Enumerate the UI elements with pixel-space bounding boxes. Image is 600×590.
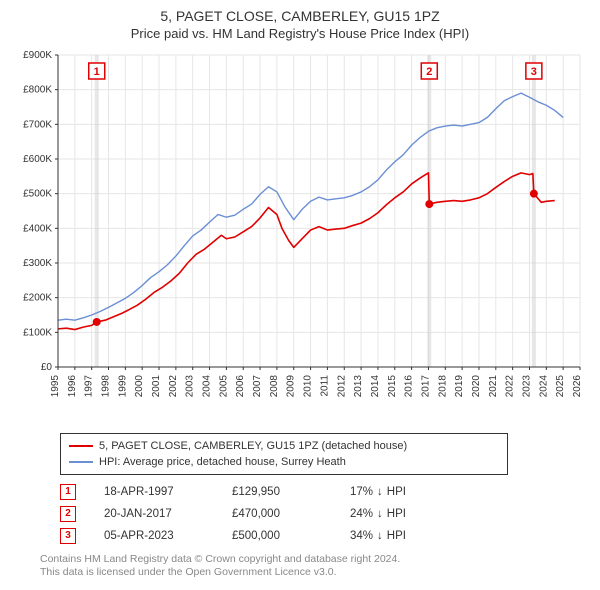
- sale-row: 2 20-JAN-2017 £470,000 24%↓HPI: [60, 503, 560, 525]
- svg-text:2015: 2015: [387, 375, 398, 398]
- chart-title: 5, PAGET CLOSE, CAMBERLEY, GU15 1PZ: [10, 8, 590, 24]
- svg-text:2002: 2002: [168, 375, 179, 398]
- svg-text:£200K: £200K: [23, 293, 52, 304]
- sale-row: 1 18-APR-1997 £129,950 17%↓HPI: [60, 481, 560, 503]
- sale-marker-icon: 1: [60, 484, 76, 500]
- svg-text:£500K: £500K: [23, 189, 52, 200]
- sale-price: £500,000: [232, 525, 322, 547]
- sale-row: 3 05-APR-2023 £500,000 34%↓HPI: [60, 525, 560, 547]
- attribution-line1: Contains HM Land Registry data © Crown c…: [40, 553, 590, 566]
- sale-price: £129,950: [232, 481, 322, 503]
- svg-text:2019: 2019: [454, 375, 465, 398]
- svg-text:1995: 1995: [50, 375, 61, 398]
- sale-diff: 34%↓HPI: [350, 525, 450, 547]
- svg-text:3: 3: [531, 66, 537, 78]
- svg-text:1996: 1996: [67, 375, 78, 398]
- svg-text:£100K: £100K: [23, 327, 52, 338]
- arrow-down-icon: ↓: [377, 525, 383, 547]
- sale-marker-icon: 3: [60, 528, 76, 544]
- svg-text:2003: 2003: [185, 375, 196, 398]
- sale-diff-pct: 17%: [350, 481, 373, 503]
- svg-text:1998: 1998: [101, 375, 112, 398]
- sales-table: 118-APR-1997£129,95017%↓HPI220-JAN-2017£…: [60, 481, 560, 547]
- svg-text:2025: 2025: [555, 375, 566, 398]
- svg-text:£300K: £300K: [23, 258, 52, 269]
- sale-diff: 17%↓HPI: [350, 481, 450, 503]
- legend-row: 5, PAGET CLOSE, CAMBERLEY, GU15 1PZ (det…: [69, 438, 499, 454]
- arrow-down-icon: ↓: [377, 503, 383, 525]
- arrow-down-icon: ↓: [377, 481, 383, 503]
- sale-marker-icon: 2: [60, 506, 76, 522]
- sale-diff: 24%↓HPI: [350, 503, 450, 525]
- svg-text:£0: £0: [41, 362, 53, 373]
- sale-price: £470,000: [232, 503, 322, 525]
- svg-text:2000: 2000: [134, 375, 145, 398]
- svg-text:2021: 2021: [488, 375, 499, 398]
- sale-date: 18-APR-1997: [104, 481, 204, 503]
- sale-diff-label: HPI: [387, 503, 406, 525]
- svg-text:2005: 2005: [218, 375, 229, 398]
- svg-text:2008: 2008: [269, 375, 280, 398]
- legend-swatch: [69, 461, 93, 463]
- svg-text:2012: 2012: [336, 375, 347, 398]
- svg-text:2020: 2020: [471, 375, 482, 398]
- svg-text:1997: 1997: [84, 375, 95, 398]
- attribution: Contains HM Land Registry data © Crown c…: [40, 553, 590, 579]
- svg-text:2018: 2018: [437, 375, 448, 398]
- svg-text:2013: 2013: [353, 375, 364, 398]
- svg-text:£600K: £600K: [23, 154, 52, 165]
- svg-text:£700K: £700K: [23, 119, 52, 130]
- sale-diff-pct: 34%: [350, 525, 373, 547]
- chart-svg: £0 £100K £200K £300K £400K £500K £600K £700K £80…: [10, 47, 590, 427]
- svg-text:2004: 2004: [202, 375, 213, 398]
- sale-diff-label: HPI: [387, 481, 406, 503]
- svg-text:2007: 2007: [252, 375, 263, 398]
- svg-text:2024: 2024: [538, 375, 549, 398]
- svg-text:2023: 2023: [521, 375, 532, 398]
- svg-text:2: 2: [426, 66, 432, 78]
- sale-date: 05-APR-2023: [104, 525, 204, 547]
- svg-text:£800K: £800K: [23, 85, 52, 96]
- svg-text:1: 1: [94, 66, 100, 78]
- legend-label: HPI: Average price, detached house, Surr…: [99, 454, 346, 470]
- svg-text:2014: 2014: [370, 375, 381, 398]
- sale-date: 20-JAN-2017: [104, 503, 204, 525]
- svg-text:£400K: £400K: [23, 223, 52, 234]
- svg-text:2011: 2011: [319, 375, 330, 397]
- sale-diff-label: HPI: [387, 525, 406, 547]
- sale-diff-pct: 24%: [350, 503, 373, 525]
- legend-row: HPI: Average price, detached house, Surr…: [69, 454, 499, 470]
- chart-subtitle: Price paid vs. HM Land Registry's House …: [10, 26, 590, 41]
- svg-text:2009: 2009: [286, 375, 297, 398]
- svg-text:2026: 2026: [572, 375, 583, 398]
- svg-text:£900K: £900K: [23, 50, 52, 61]
- svg-text:2022: 2022: [505, 375, 516, 398]
- svg-text:2001: 2001: [151, 375, 162, 398]
- chart: £0 £100K £200K £300K £400K £500K £600K £700K £80…: [10, 47, 590, 427]
- svg-text:2016: 2016: [404, 375, 415, 398]
- svg-text:2017: 2017: [420, 375, 431, 398]
- legend-swatch: [69, 445, 93, 447]
- attribution-line2: This data is licensed under the Open Gov…: [40, 566, 590, 579]
- legend: 5, PAGET CLOSE, CAMBERLEY, GU15 1PZ (det…: [60, 433, 508, 475]
- legend-label: 5, PAGET CLOSE, CAMBERLEY, GU15 1PZ (det…: [99, 438, 407, 454]
- svg-text:2010: 2010: [303, 375, 314, 398]
- svg-text:1999: 1999: [117, 375, 128, 398]
- svg-text:2006: 2006: [235, 375, 246, 398]
